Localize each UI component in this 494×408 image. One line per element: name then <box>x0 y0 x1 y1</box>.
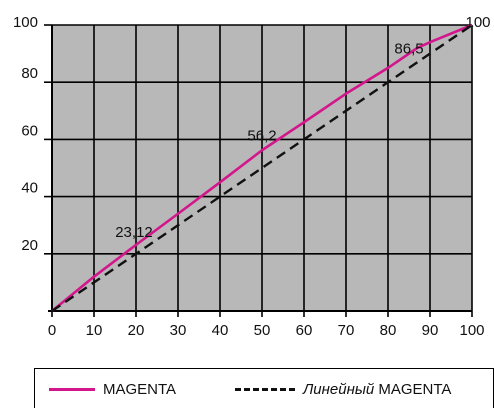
axes <box>44 24 473 317</box>
x-tick-label: 10 <box>86 322 103 339</box>
x-tick-label: 0 <box>48 322 56 339</box>
y-tick-label: 100 <box>13 14 38 31</box>
x-tick-labels: 0 10 20 30 40 50 60 70 80 90 100 <box>48 322 485 339</box>
chart: 0 10 20 30 40 50 60 70 80 90 100 20 40 60 80 100 23,12… <box>13 14 491 339</box>
legend-label-linear-italic: Линейный <box>303 380 375 398</box>
legend-item-linear-magenta: Линейный MAGENTA <box>235 379 451 399</box>
legend: MAGENTA Линейный MAGENTA <box>34 368 494 408</box>
x-tick-label: 90 <box>422 322 439 339</box>
data-label: 100 <box>465 14 490 31</box>
y-tick-label: 20 <box>21 237 38 254</box>
x-tick-label: 70 <box>338 322 355 339</box>
gridlines <box>52 24 473 311</box>
legend-label-magenta: MAGENTA <box>103 380 177 398</box>
legend-item-magenta: MAGENTA <box>49 379 176 399</box>
x-tick-label: 30 <box>170 322 187 339</box>
x-tick-label: 100 <box>459 322 484 339</box>
y-tick-labels: 20 40 60 80 100 <box>13 14 38 254</box>
x-tick-label: 50 <box>254 322 271 339</box>
series-layer <box>51 23 473 313</box>
legend-swatch-linear <box>235 387 295 391</box>
data-label: 86,5 <box>394 41 423 58</box>
legend-swatch-magenta <box>49 387 95 391</box>
y-tick-label: 60 <box>21 122 38 139</box>
legend-label-linear: Линейный MAGENTA <box>303 381 451 398</box>
x-tick-label: 20 <box>128 322 145 339</box>
y-tick-label: 80 <box>21 65 38 82</box>
x-tick-label: 40 <box>212 322 229 339</box>
data-label: 56,2 <box>247 127 276 144</box>
legend-label-linear-plain: MAGENTA <box>378 380 452 398</box>
x-tick-label: 80 <box>380 322 397 339</box>
data-labels: 23,12 56,2 86,5 100 <box>115 14 490 241</box>
x-tick-label: 60 <box>296 322 313 339</box>
series-line-linear-magenta <box>51 24 473 312</box>
y-tick-label: 40 <box>21 180 38 197</box>
series-line-magenta <box>51 23 473 313</box>
data-label: 23,12 <box>115 224 153 241</box>
